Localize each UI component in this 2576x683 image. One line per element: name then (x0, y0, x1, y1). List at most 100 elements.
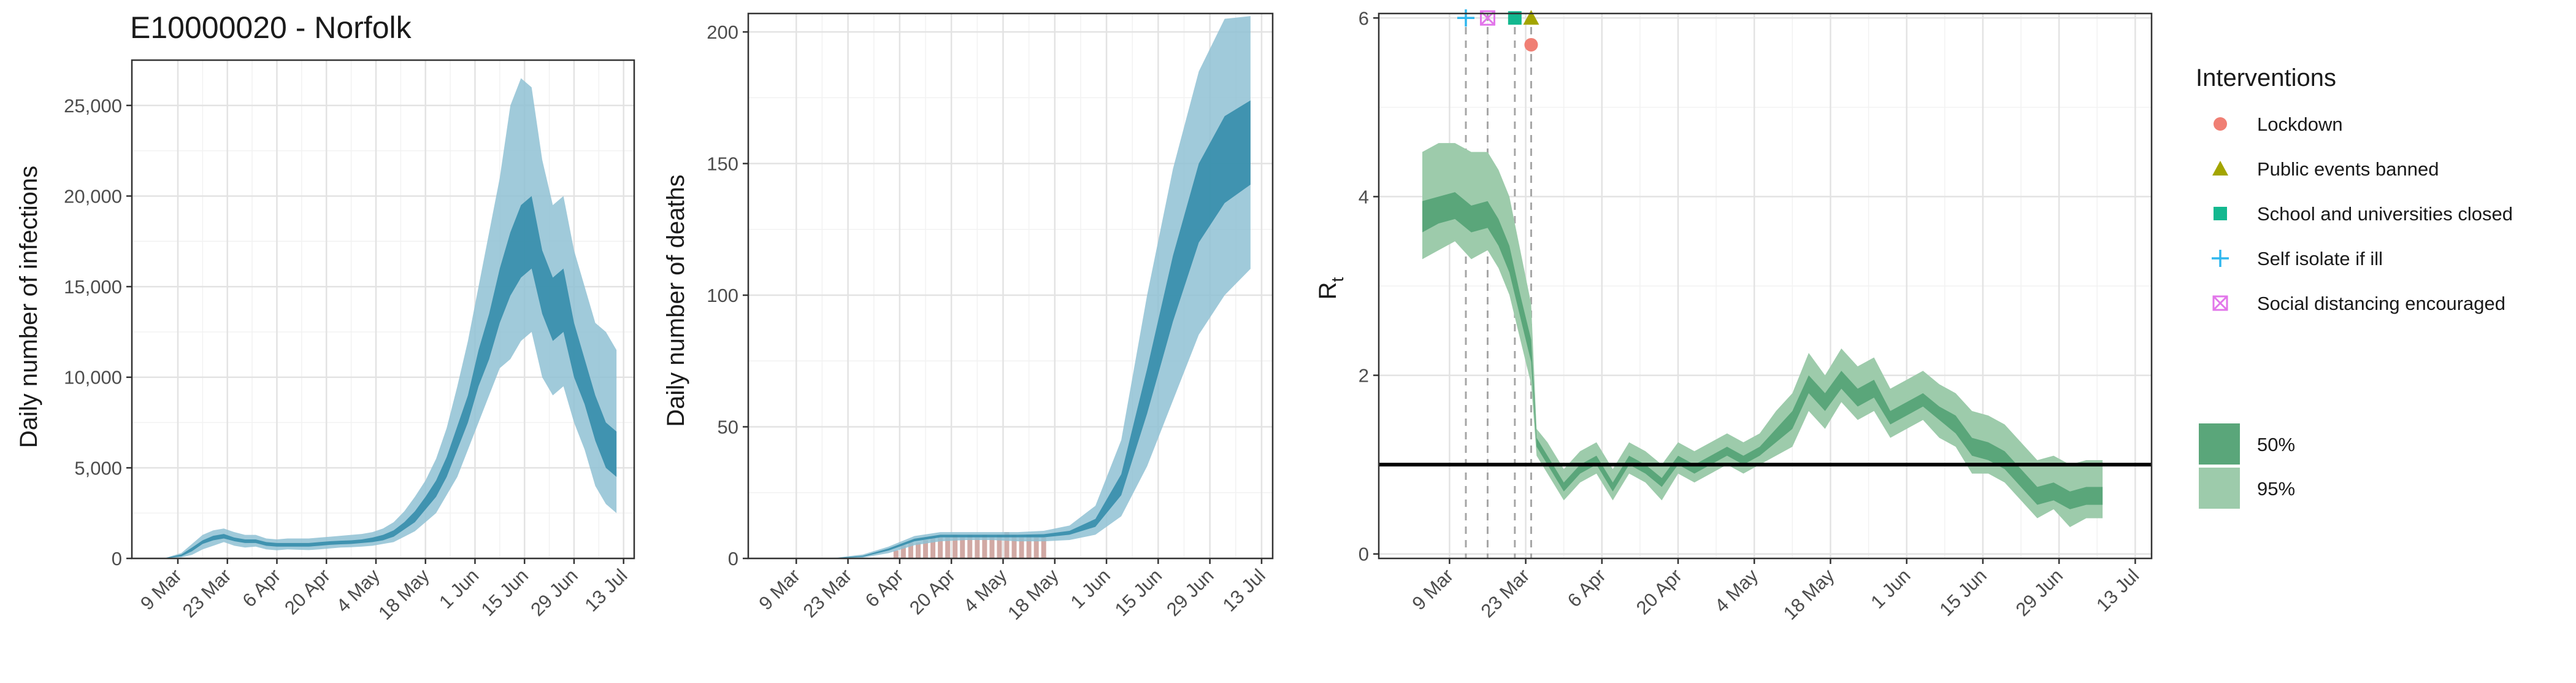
legend-item-label-school: School and universities closed (2257, 203, 2513, 225)
legend-item-label-lockdown: Lockdown (2257, 114, 2343, 135)
public-events-marker (2212, 161, 2228, 176)
y-tick-label: 0 (1359, 544, 1369, 565)
self-isolate-marker (2212, 250, 2229, 267)
public-events-marker (1523, 10, 1539, 25)
social-distancing-box (1479, 10, 1495, 26)
x-tick-label: 13 Jul (1219, 565, 1270, 615)
ci-50-band (163, 196, 617, 558)
legend-item-label-self_isolate: Self isolate if ill (2257, 248, 2383, 269)
x-tick-label: 18 May (1779, 565, 1839, 624)
legend-swatch-50pct (2199, 423, 2240, 465)
observed-death-bar (997, 534, 1002, 558)
observed-death-bar (893, 550, 899, 558)
panel-border (747, 12, 1274, 560)
x-tick-label: 1 Jun (435, 565, 483, 612)
legend-item-label-social_distancing: Social distancing encouraged (2257, 293, 2505, 314)
rt-y-axis-title-main: R (1314, 282, 1341, 299)
self-isolate-marker (1457, 9, 1474, 27)
social-distancing-cross (2212, 295, 2228, 311)
observed-death-bar (1033, 537, 1039, 558)
x-tick-label: 29 Jun (2012, 565, 2068, 620)
legend-title: Interventions (2196, 64, 2336, 91)
observed-death-bar (1011, 534, 1017, 558)
social-distancing-box (2212, 295, 2228, 311)
deaths-y-axis-title: Daily number of deaths (662, 174, 689, 426)
ci-50-band (800, 100, 1251, 559)
y-tick-label: 25,000 (64, 95, 122, 117)
x-tick-label: 9 Mar (754, 565, 804, 614)
observed-death-bar (967, 534, 973, 558)
lockdown-marker (2214, 117, 2227, 131)
x-tick-label: 13 Jul (2092, 565, 2143, 615)
rt-y-axis-title: Rt (1314, 277, 1347, 299)
x-tick-label: 6 Apr (861, 565, 908, 611)
y-tick-label: 2 (1359, 365, 1369, 387)
x-tick-label: 9 Mar (1408, 565, 1458, 614)
y-tick-label: 0 (728, 548, 738, 569)
ci-50-band (1422, 192, 2103, 509)
x-tick-label: 13 Jul (580, 565, 631, 615)
observed-death-bar (1026, 534, 1032, 558)
y-tick-label: 6 (1359, 7, 1369, 29)
lockdown-marker (1524, 37, 1538, 52)
legend: Interventions Lockdown Public events bann… (2196, 64, 2513, 509)
legend-item-label-public_events: Public events banned (2257, 158, 2439, 180)
observed-death-bar (975, 537, 980, 558)
legend-ci-label: 95% (2257, 478, 2295, 500)
observed-death-bar (1004, 532, 1010, 558)
x-tick-label: 20 Apr (905, 565, 959, 619)
x-tick-label: 15 Jun (1111, 565, 1167, 620)
x-tick-label: 20 Apr (1632, 565, 1686, 619)
legend-swatch-95pct (2199, 468, 2240, 509)
x-tick-label: 1 Jun (1866, 565, 1914, 612)
observed-deaths (893, 532, 1046, 558)
observed-death-bar (960, 537, 965, 558)
y-tick-label: 50 (718, 417, 738, 438)
x-tick-label: 20 Apr (280, 565, 334, 619)
y-tick-label: 0 (112, 548, 122, 569)
rt-panel: Rt 0 2 4 6 9 Mar 23 Mar 6 Apr 20 Apr 4 May 18 May… (1314, 7, 2153, 624)
y-tick-label: 150 (707, 153, 738, 175)
observed-death-bar (1019, 537, 1024, 558)
chart-title: E10000020 - Norfolk (130, 10, 412, 45)
x-tick-label: 29 Jun (526, 565, 582, 620)
legend-ci-label: 50% (2257, 434, 2295, 455)
observed-death-bar (953, 534, 958, 558)
observed-death-bar (1041, 537, 1046, 558)
x-tick-label: 1 Jun (1067, 565, 1114, 612)
observed-death-bar (938, 537, 943, 558)
infections-panel: E10000020 - Norfolk Daily number of infe… (15, 10, 635, 624)
x-tick-label: 4 May (1711, 565, 1763, 617)
y-tick-label: 15,000 (64, 276, 122, 298)
x-tick-label: 15 Jun (1935, 565, 1991, 620)
x-tick-label: 18 May (1003, 565, 1063, 624)
panel-border (1378, 12, 2153, 560)
observed-death-bar (989, 537, 995, 558)
deaths-panel: Daily number of deaths 0 50 100 150 200 9 Mar… (662, 12, 1274, 624)
y-tick-label: 200 (707, 21, 738, 43)
y-tick-label: 20,000 (64, 185, 122, 207)
x-tick-label: 6 Apr (1563, 565, 1610, 611)
x-tick-label: 15 Jun (477, 565, 533, 620)
observed-death-bar (915, 542, 921, 558)
y-tick-label: 10,000 (64, 367, 122, 388)
social-distancing-marker (2212, 295, 2228, 311)
observed-death-bar (908, 542, 913, 558)
y-tick-label: 5,000 (74, 457, 122, 479)
x-tick-label: 23 Mar (178, 565, 236, 622)
x-tick-label: 6 Apr (238, 565, 285, 611)
observed-death-bar (982, 534, 987, 558)
ci-95-band (163, 78, 617, 558)
observed-death-bar (923, 539, 929, 558)
rt-y-axis-title-sub: t (1328, 277, 1347, 282)
x-tick-label: 23 Mar (1477, 565, 1534, 622)
infections-y-axis-title: Daily number of infections (15, 166, 42, 448)
panel-border (131, 59, 635, 560)
x-tick-label: 29 Jun (1162, 565, 1218, 620)
x-tick-label: 23 Mar (799, 565, 856, 622)
observed-death-bar (945, 537, 951, 558)
observed-death-bar (900, 545, 906, 558)
observed-death-bar (930, 537, 936, 558)
y-tick-label: 4 (1359, 186, 1369, 207)
